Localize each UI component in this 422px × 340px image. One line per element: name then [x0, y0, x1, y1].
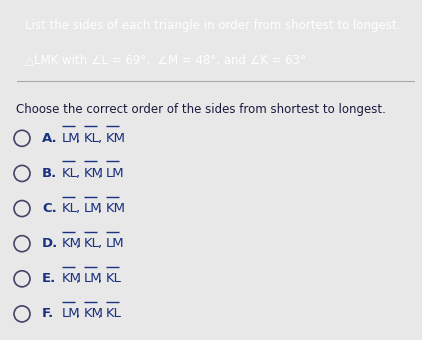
Text: A.: A. [42, 132, 58, 145]
Text: ,: , [75, 307, 79, 320]
Text: D.: D. [42, 237, 58, 250]
Text: LM: LM [62, 307, 81, 320]
Text: ,: , [75, 167, 79, 180]
Text: KL: KL [84, 237, 100, 250]
Text: LM: LM [84, 202, 103, 215]
Text: ,: , [97, 237, 101, 250]
Text: List the sides of each triangle in order from shortest to longest.: List the sides of each triangle in order… [25, 19, 401, 32]
Text: ,: , [97, 202, 101, 215]
Text: ,: , [97, 132, 101, 145]
Text: ,: , [75, 202, 79, 215]
Text: KL: KL [62, 202, 78, 215]
Text: C.: C. [42, 202, 57, 215]
Text: F.: F. [42, 307, 54, 320]
Text: B.: B. [42, 167, 57, 180]
Text: KL: KL [106, 272, 122, 285]
Text: ,: , [75, 237, 79, 250]
Text: KM: KM [62, 272, 82, 285]
Text: Choose the correct order of the sides from shortest to longest.: Choose the correct order of the sides fr… [16, 103, 386, 116]
Text: LM: LM [106, 167, 124, 180]
Text: KL: KL [84, 132, 100, 145]
Text: △LMK with ∠L = 69°,  ∠M = 48°, and ∠K = 63°: △LMK with ∠L = 69°, ∠M = 48°, and ∠K = 6… [25, 53, 306, 66]
Text: KL: KL [62, 167, 78, 180]
Text: LM: LM [62, 132, 81, 145]
Text: KM: KM [84, 167, 104, 180]
Text: ,: , [97, 272, 101, 285]
Text: ,: , [75, 272, 79, 285]
Text: KM: KM [84, 307, 104, 320]
Text: KL: KL [106, 307, 122, 320]
Text: LM: LM [84, 272, 103, 285]
Text: KM: KM [62, 237, 82, 250]
Text: ,: , [97, 167, 101, 180]
Text: ,: , [75, 132, 79, 145]
Text: ,: , [97, 307, 101, 320]
Text: KM: KM [106, 202, 126, 215]
Text: KM: KM [106, 132, 126, 145]
Text: LM: LM [106, 237, 124, 250]
Text: E.: E. [42, 272, 56, 285]
